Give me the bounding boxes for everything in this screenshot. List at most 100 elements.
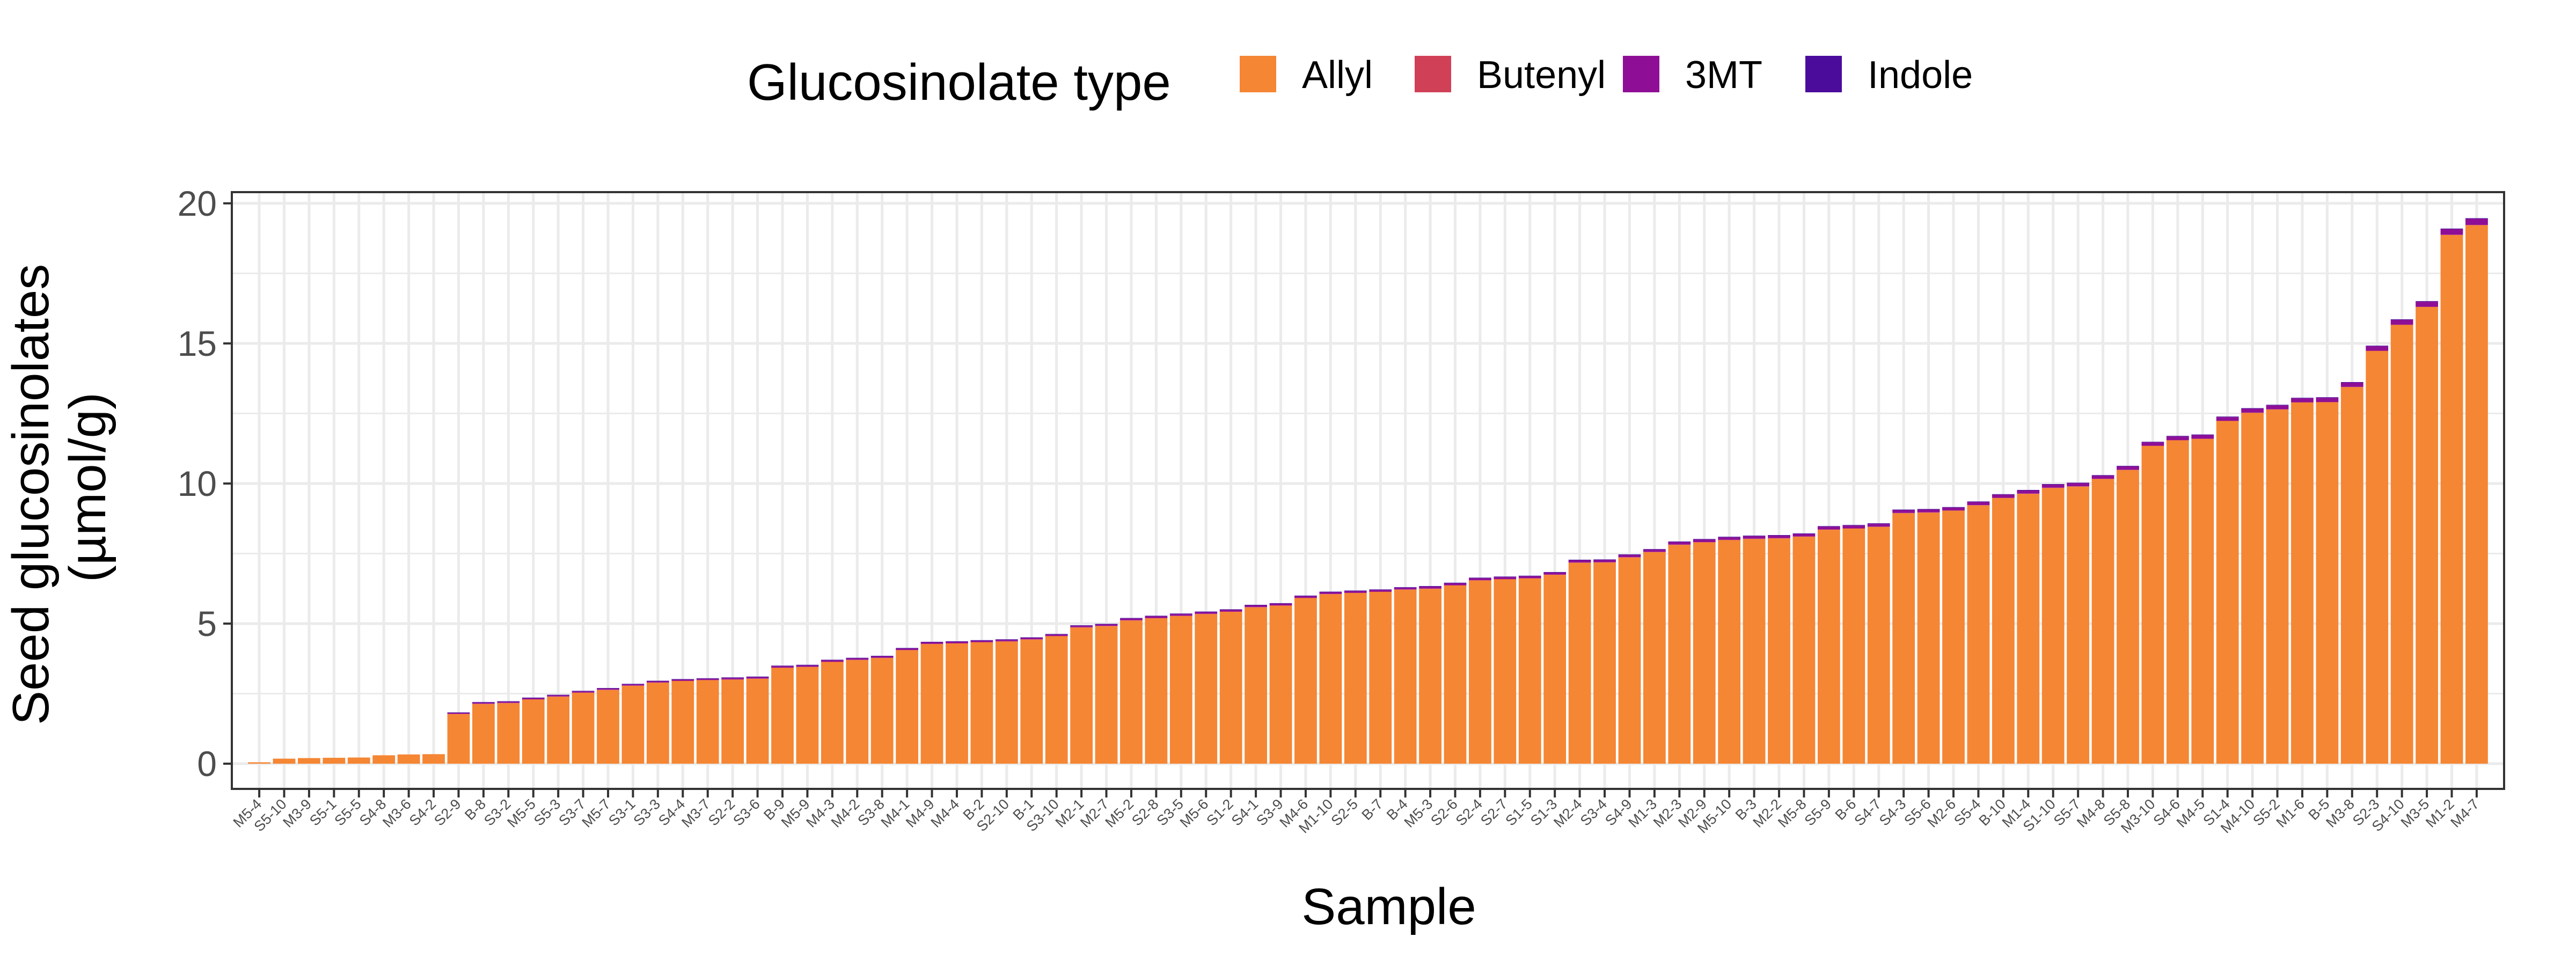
bar-allyl-m5-7	[597, 690, 619, 764]
plot-area	[231, 191, 2505, 790]
bar-allyl-s4-3	[1892, 513, 1915, 764]
x-tick-label: M5-7	[579, 796, 614, 831]
bar-indole-s3-9	[1269, 603, 1292, 604]
bar-butenyl-m1-6	[2291, 402, 2314, 403]
bar-3mt-m5-10	[1718, 537, 1741, 540]
bar-butenyl-b-1	[1020, 639, 1043, 640]
bar-3mt-m4-9	[920, 642, 943, 644]
bar-3mt-s3-2	[497, 701, 520, 703]
bar-allyl-s2-7	[1494, 579, 1517, 764]
bar-allyl-m1-6	[2291, 402, 2314, 764]
bar-indole-m4-7	[2465, 218, 2488, 219]
bar-butenyl-s2-7	[1494, 579, 1517, 580]
bar-3mt-m4-3	[821, 660, 844, 662]
bar-3mt-s3-6	[746, 677, 769, 679]
bar-butenyl-m5-5	[522, 699, 545, 700]
bar-3mt-s3-8	[870, 656, 894, 658]
bar-indole-m3-7	[696, 678, 719, 679]
bar-indole-s1-3	[1543, 572, 1567, 573]
bar-butenyl-b-7	[1369, 591, 1392, 592]
bar-butenyl-m3-5	[2416, 306, 2438, 308]
x-tick-label: S4-2	[406, 796, 440, 829]
bar-3mt-m2-4	[1568, 560, 1591, 563]
bar-butenyl-s2-8	[1145, 618, 1168, 619]
bar-3mt-m2-3	[1668, 542, 1691, 545]
x-tick-label: M2-7	[1077, 796, 1112, 831]
bar-indole-m3-5	[2416, 301, 2438, 302]
bar-3mt-s3-1	[621, 684, 645, 686]
bar-butenyl-s4-4	[671, 680, 694, 682]
x-tick-label: M4-2	[828, 796, 863, 831]
bar-3mt-m5-7	[597, 689, 619, 690]
bar-allyl-m3-10	[2141, 445, 2164, 764]
y-tick-label: 20	[178, 184, 217, 223]
bar-3mt-s2-5	[1344, 591, 1367, 593]
y-tick-label: 15	[178, 324, 217, 363]
x-tick-label: M4-8	[2074, 796, 2109, 831]
bar-butenyl-b-10	[1992, 497, 2015, 499]
x-tick-label: S5-5	[331, 796, 364, 829]
x-tick-label: M3-6	[379, 796, 414, 831]
legend-label-allyl: Allyl	[1302, 54, 1373, 97]
bar-3mt-m4-6	[1294, 596, 1317, 598]
bar-allyl-m3-5	[2416, 307, 2438, 764]
bar-indole-s4-9	[1618, 554, 1641, 555]
bar-3mt-s5-9	[1817, 526, 1840, 530]
x-tick-label: M4-9	[903, 796, 938, 831]
x-tick-label: M5-8	[1775, 796, 1810, 831]
bar-allyl-s5-8	[2117, 470, 2139, 764]
bar-butenyl-s3-9	[1269, 605, 1292, 606]
bar-3mt-s1-5	[1518, 576, 1541, 579]
bar-allyl-m4-2	[846, 660, 869, 764]
bar-allyl-s3-5	[1169, 616, 1192, 764]
bar-3mt-m2-9	[1693, 539, 1716, 543]
bar-3mt-b-5	[2316, 398, 2339, 402]
bar-indole-m4-10	[2241, 408, 2264, 409]
x-tick-label: M4-3	[803, 796, 838, 831]
bar-butenyl-s3-1	[621, 685, 645, 686]
bar-indole-m1-10	[1319, 591, 1342, 592]
x-tick-label: S2-4	[1453, 796, 1486, 829]
bar-allyl-s4-6	[2166, 440, 2189, 764]
bar-3mt-s3-5	[1169, 614, 1192, 616]
bar-allyl-m3-8	[2340, 387, 2363, 764]
bar-indole-b-4	[1394, 587, 1417, 588]
bar-allyl-s5-7	[2067, 486, 2090, 764]
bar-3mt-m5-5	[522, 698, 545, 699]
x-axis-title: Sample	[1301, 878, 1476, 935]
x-tick-label: S2-9	[431, 796, 464, 829]
bar-allyl-m2-1	[1070, 627, 1093, 764]
bar-3mt-m3-7	[696, 678, 719, 680]
bar-butenyl-m2-4	[1568, 562, 1591, 563]
bar-allyl-b-2	[970, 642, 993, 764]
bar-allyl-m3-9	[298, 758, 320, 764]
x-tick-label: S4-3	[1876, 796, 1909, 829]
x-tick-label: M5-3	[1401, 796, 1436, 831]
y-axis: 0 5 10 15 20	[178, 184, 232, 784]
bar-butenyl-s1-5	[1518, 578, 1541, 579]
bar-butenyl-b-4	[1394, 589, 1417, 590]
x-tick-label: S5-9	[1802, 796, 1835, 829]
bar-3mt-s4-1	[1245, 605, 1267, 608]
bar-3mt-m1-4	[2017, 491, 2040, 494]
y-axis-title-line-1: Seed glucosinolates	[2, 264, 60, 725]
x-tick-label: M3-9	[280, 796, 314, 831]
bar-3mt-b-10	[1992, 494, 2015, 498]
bar-3mt-s2-9	[447, 713, 470, 714]
bar-allyl-m1-4	[2017, 494, 2040, 764]
bar-indole-s5-3	[547, 694, 570, 696]
bar-indole-b-2	[970, 640, 993, 641]
bar-allyl-m5-4	[248, 762, 270, 764]
bar-allyl-m5-6	[1195, 614, 1218, 764]
bar-3mt-m4-5	[2191, 435, 2214, 439]
bar-butenyl-m4-5	[2191, 438, 2214, 439]
legend-label-butenyl: Butenyl	[1477, 54, 1606, 97]
bar-3mt-m4-1	[896, 648, 919, 650]
bar-allyl-b-9	[771, 668, 794, 764]
x-tick-label: M1-2	[2423, 796, 2457, 831]
bar-3mt-b-7	[1369, 590, 1392, 592]
bar-3mt-b-3	[1743, 536, 1766, 539]
bar-allyl-m1-10	[1319, 594, 1342, 764]
bar-3mt-s5-7	[2067, 483, 2090, 487]
